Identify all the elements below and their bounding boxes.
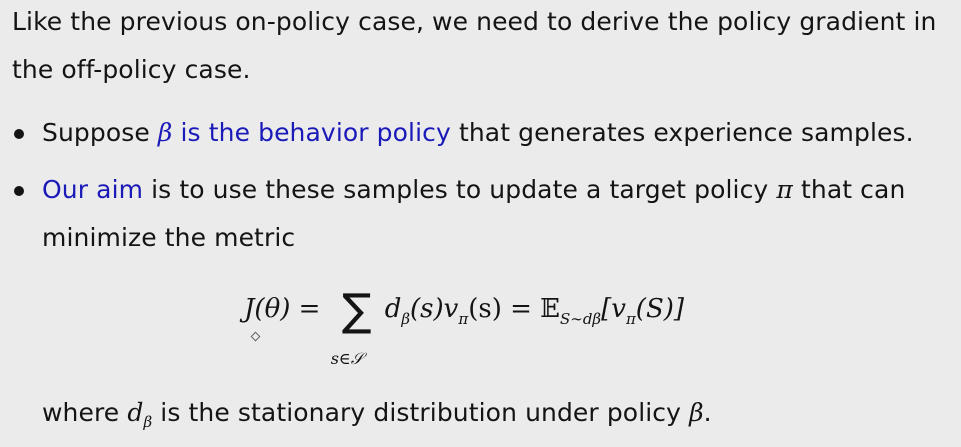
footer-beta-symbol: β — [689, 398, 704, 427]
bullet-dot-2 — [14, 186, 24, 196]
bullet-1-suffix: that generates experience samples. — [458, 118, 914, 147]
bullet-2: Our aim is to use these samples to updat… — [42, 175, 905, 205]
footer-prefix: where — [42, 398, 120, 427]
bullet-2-line-2: minimize the metric — [42, 223, 295, 253]
bracket-open: [v — [601, 294, 626, 324]
d-beta-symbol: dβ — [127, 398, 152, 431]
term-d-sub: β — [401, 310, 411, 328]
intro-text-1: Like the previous on-policy case, we nee… — [12, 7, 937, 36]
expect-sub: S∼dβ — [559, 310, 602, 328]
bullet-2-line-2-text: minimize the metric — [42, 223, 296, 252]
behavior-policy-highlight: is the behavior policy — [180, 118, 451, 147]
footer-text: is the stationary distribution under pol… — [160, 398, 682, 427]
beta-symbol: β — [157, 118, 173, 147]
term-end: (s) = 𝔼 — [468, 294, 560, 324]
formula-lhs: J(θ) = — [244, 294, 321, 324]
bullet-1: Suppose β is the behavior policy that ge… — [42, 118, 914, 148]
summation: ∑ s∈𝒮 — [329, 289, 385, 369]
sum-limit: s∈𝒮 — [330, 349, 364, 368]
intro-line-2: the off-policy case. — [12, 55, 251, 85]
intro-line-1: Like the previous on-policy case, we nee… — [12, 7, 936, 37]
bracket-sub: π — [625, 310, 636, 328]
footer-end: . — [703, 398, 712, 427]
term-v-sub: π — [458, 310, 469, 328]
footer-line: where dβ is the stationary distribution … — [42, 398, 712, 431]
sum-symbol: ∑ — [341, 285, 372, 336]
bullet-1-prefix: Suppose — [42, 118, 150, 147]
our-aim-highlight: Our aim — [42, 175, 144, 204]
d-symbol: d — [127, 398, 144, 427]
term-d: d — [384, 294, 402, 324]
cursor-marker — [250, 331, 261, 342]
term-mid: (s)v — [410, 294, 459, 324]
bracket-end: (S)] — [635, 294, 685, 324]
intro-text-2: the off-policy case. — [12, 55, 251, 84]
bullet-dot-1 — [14, 129, 24, 139]
bullet-2-text: is to use these samples to update a targ… — [151, 175, 769, 204]
d-sub: β — [143, 413, 153, 431]
bullet-2-text-end: that can — [800, 175, 906, 204]
metric-formula: J(θ) = ∑ s∈𝒮 dβ(s)vπ(s) = 𝔼S∼dβ[vπ(S)] — [244, 289, 685, 369]
pi-symbol: π — [776, 175, 793, 204]
